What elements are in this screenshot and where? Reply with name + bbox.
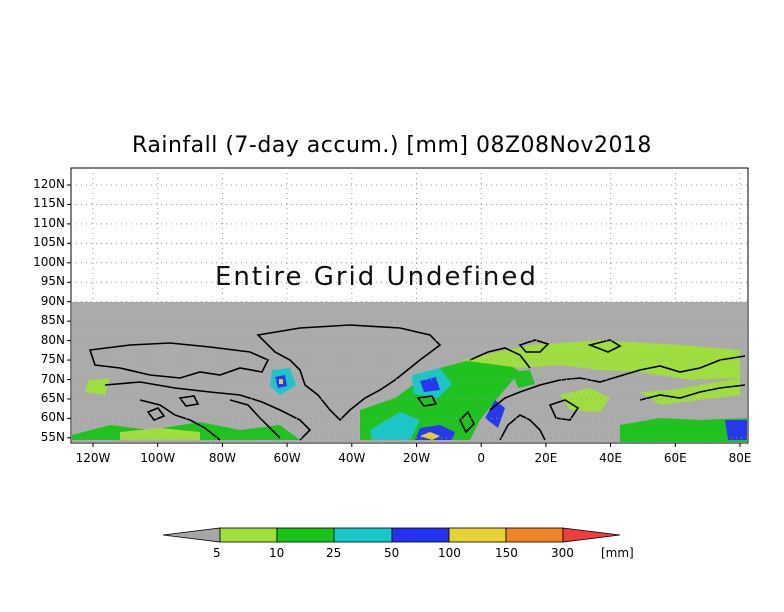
lon-label: 40E [599, 451, 623, 465]
rain-shading [72, 340, 747, 442]
colorbar-label-10: 10 [269, 546, 285, 560]
lat-label: 70N [40, 371, 65, 386]
lon-label: 60W [273, 451, 301, 465]
undefined-grid-notice: Entire Grid Undefined [215, 262, 538, 292]
colorbar-high-triangle [562, 527, 621, 543]
lat-label: 55N [40, 429, 65, 444]
colorbar-low-triangle [162, 527, 221, 543]
colorbar-label-5: 5 [213, 546, 221, 560]
lat-label: 90N [40, 293, 65, 308]
lat-label: 80N [40, 332, 65, 347]
lon-label: 20E [534, 451, 558, 465]
colorbar-label-100: 100 [438, 546, 461, 560]
lon-label: 0 [477, 451, 485, 465]
colorbar [162, 527, 621, 543]
lat-label: 95N [40, 274, 65, 289]
colorbar-label-50: 50 [384, 546, 400, 560]
colorbar-label-25: 25 [326, 546, 342, 560]
lat-label: 65N [40, 390, 65, 405]
lon-label: 80W [208, 451, 236, 465]
lat-label: 110N [33, 215, 65, 230]
coastlines [88, 324, 746, 441]
lat-label: 75N [40, 352, 65, 367]
colorbar-label-300: 300 [551, 546, 574, 560]
lat-label: 120N [33, 177, 65, 191]
colorbar-label-150: 150 [495, 546, 518, 560]
lon-label: 80E [728, 451, 752, 465]
colorbar-box-5 [448, 527, 507, 543]
lat-label: 115N [33, 196, 65, 211]
lat-label: 100N [33, 254, 65, 269]
lon-label: 20W [402, 451, 431, 465]
colorbar-box-3 [333, 527, 393, 543]
lat-label: 60N [40, 410, 65, 425]
lon-label: 60E [663, 451, 687, 465]
lon-label: 120W [75, 451, 111, 465]
colorbar-box-4 [391, 527, 450, 543]
lon-label: 40W [338, 451, 366, 465]
map-title: Rainfall (7-day accum.) [mm] 08Z08Nov201… [132, 133, 652, 158]
lat-label: 85N [40, 313, 65, 328]
colorbar-box-6 [505, 527, 564, 543]
tick-marks [67, 184, 741, 447]
colorbar-box-1 [219, 527, 278, 543]
colorbar-box-2 [276, 527, 335, 543]
colorbar-unit-label: [mm] [601, 546, 634, 560]
lat-label: 105N [33, 235, 65, 250]
lon-label: 100W [140, 451, 176, 465]
